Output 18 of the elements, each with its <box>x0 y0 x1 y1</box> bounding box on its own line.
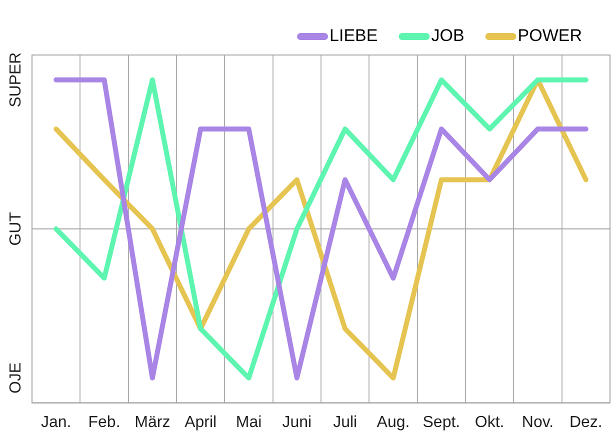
x-tick-label: Juli <box>333 414 358 431</box>
x-tick-label: Okt. <box>474 414 504 431</box>
x-tick-label: März <box>134 414 170 431</box>
legend-label: POWER <box>518 26 582 46</box>
legend-label: LIEBE <box>330 26 378 46</box>
x-tick-label: Aug. <box>376 414 410 431</box>
x-tick-label: Feb. <box>88 414 120 431</box>
x-tick-label: Dez. <box>569 414 602 431</box>
text: SUPER <box>7 52 24 108</box>
x-tick-label: Sept. <box>422 414 460 431</box>
text: GUT <box>7 212 24 246</box>
legend-label: JOB <box>431 26 464 46</box>
x-tick-label: Nov. <box>522 414 554 431</box>
x-tick-label: Mai <box>236 414 262 431</box>
x-tick-label: April <box>184 414 217 431</box>
text: OJE <box>7 362 24 394</box>
x-tick-label: Jan. <box>40 414 72 431</box>
x-tick-label: Juni <box>282 414 312 431</box>
